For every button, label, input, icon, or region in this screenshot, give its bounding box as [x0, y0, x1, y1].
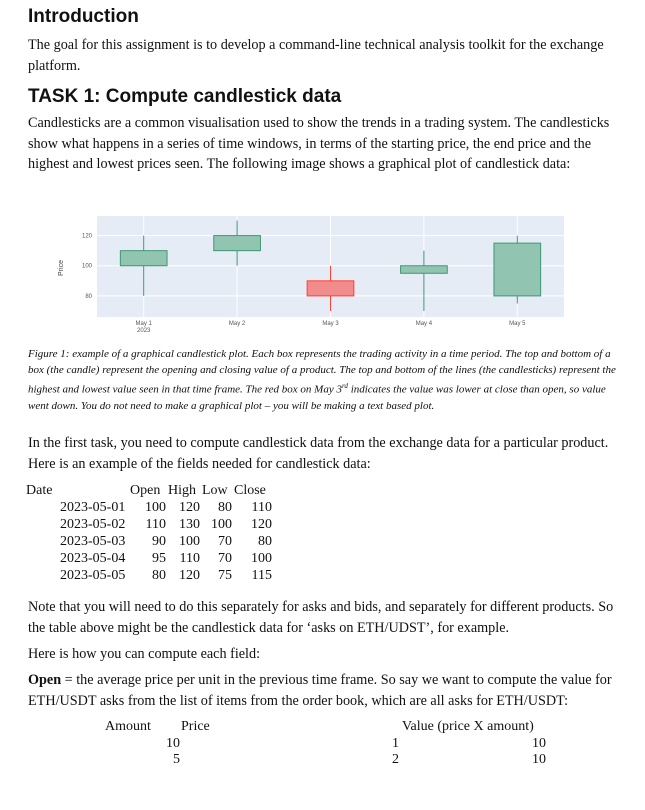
x-tick-label: May 3 — [322, 321, 339, 327]
y-tick-label: 80 — [85, 294, 92, 300]
candle-body — [400, 265, 448, 274]
first-task-text: In the first task, you need to compute c… — [28, 435, 609, 472]
row-open: 95 — [152, 551, 166, 566]
row-price: 2 — [392, 752, 399, 767]
x-tick-label: May 2 — [229, 321, 246, 327]
low-header: Low — [202, 483, 228, 498]
row-high: 110 — [179, 551, 200, 566]
row-high: 120 — [179, 568, 200, 583]
row-close: 110 — [251, 500, 272, 515]
row-high: 100 — [179, 534, 200, 549]
row-low: 75 — [218, 568, 232, 583]
caption-superscript: rd — [341, 382, 348, 390]
candle-body — [213, 235, 261, 252]
x-tick-label: May 4 — [416, 321, 433, 327]
y-axis-label: Price — [58, 260, 65, 276]
candle — [493, 235, 542, 304]
row-close: 115 — [251, 568, 272, 583]
date-header: Date — [26, 483, 53, 498]
value-header: Value (price X amount) — [402, 719, 534, 734]
row-amount: 10 — [166, 736, 180, 751]
note-text: Note that you will need to do this separ… — [28, 599, 614, 636]
row-date: 2023-05-02 — [60, 517, 126, 532]
row-value: 10 — [532, 736, 546, 751]
row-open: 80 — [152, 568, 166, 583]
row-date: 2023-05-01 — [60, 500, 126, 515]
row-open: 90 — [152, 534, 166, 549]
row-close: 80 — [258, 534, 272, 549]
row-date: 2023-05-04 — [60, 551, 126, 566]
x-tick-label: May 5 — [509, 321, 526, 327]
open-definition-text: = the average price per unit in the prev… — [28, 672, 612, 709]
open-header: Open — [130, 483, 161, 498]
candle — [400, 250, 448, 311]
row-value: 10 — [532, 752, 546, 767]
row-open: 110 — [145, 517, 166, 532]
candle-body — [306, 280, 355, 297]
y-tick-label: 120 — [82, 234, 93, 240]
open-term: Open — [28, 672, 62, 688]
high-header: High — [168, 483, 196, 498]
candle — [119, 235, 168, 296]
row-high: 120 — [179, 500, 200, 515]
caption-text: Figure 1: example of a graphical candles… — [28, 348, 616, 396]
caption-text-end: indicates the value was lower at close t… — [28, 383, 606, 412]
close-header: Close — [234, 483, 266, 498]
intro-text: The goal for this assignment is to devel… — [28, 37, 604, 74]
row-low: 100 — [211, 517, 232, 532]
amount-header: Amount — [105, 719, 151, 734]
open-definition: Open = the average price per unit in the… — [28, 670, 618, 711]
candle-body — [119, 250, 168, 267]
row-amount: 5 — [173, 752, 180, 767]
candle — [306, 265, 355, 311]
row-open: 100 — [145, 500, 166, 515]
candlestick-chart: 80 100 120 May 1 May 2 May 3 May 4 May 5 2023 P… — [58, 216, 564, 334]
row-date: 2023-05-03 — [60, 534, 126, 549]
row-close: 100 — [251, 551, 272, 566]
row-close: 120 — [251, 517, 272, 532]
task1-text: Candlesticks are a common visualisation … — [28, 115, 610, 172]
row-low: 80 — [218, 500, 232, 515]
row-price: 1 — [392, 736, 399, 751]
candle — [213, 220, 261, 266]
row-high: 130 — [179, 517, 200, 532]
y-tick-label: 100 — [82, 264, 93, 270]
row-date: 2023-05-05 — [60, 568, 126, 583]
x-year-label: 2023 — [137, 328, 151, 334]
row-low: 70 — [218, 534, 232, 549]
row-low: 70 — [218, 551, 232, 566]
figure-caption: Figure 1: example of a graphical candles… — [28, 346, 618, 414]
price-header: Price — [181, 719, 210, 734]
task1-heading: TASK 1: Compute candlestick data — [28, 86, 342, 107]
intro-heading: Introduction — [28, 6, 139, 27]
how-text: Here is how you can compute each field: — [28, 646, 261, 662]
x-tick-label: May 1 — [136, 321, 153, 327]
candle-body — [493, 242, 542, 297]
